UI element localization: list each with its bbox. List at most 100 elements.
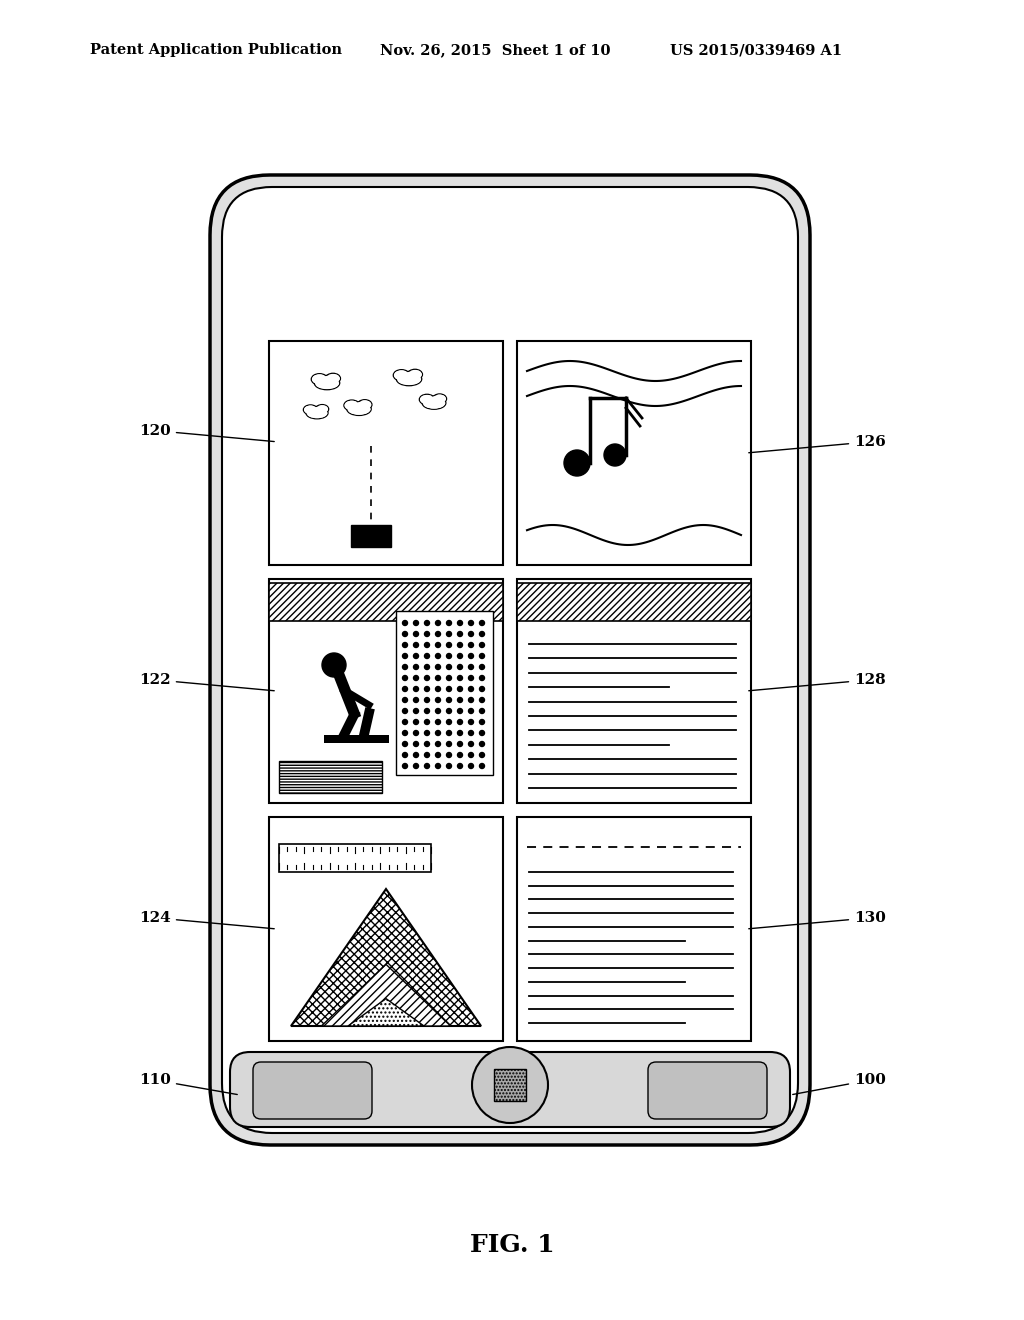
Circle shape: [479, 730, 484, 735]
Circle shape: [414, 709, 419, 714]
Circle shape: [458, 643, 463, 648]
Circle shape: [425, 730, 429, 735]
Circle shape: [402, 631, 408, 636]
Bar: [396, 611, 493, 775]
Text: 128: 128: [749, 673, 886, 690]
Circle shape: [446, 676, 452, 681]
Circle shape: [425, 676, 429, 681]
Circle shape: [414, 719, 419, 725]
Circle shape: [435, 763, 440, 768]
Circle shape: [414, 742, 419, 747]
Circle shape: [414, 697, 419, 702]
Circle shape: [469, 631, 473, 636]
Circle shape: [425, 719, 429, 725]
Ellipse shape: [403, 371, 417, 381]
Ellipse shape: [396, 372, 422, 385]
Circle shape: [435, 664, 440, 669]
Circle shape: [458, 631, 463, 636]
Circle shape: [469, 676, 473, 681]
Circle shape: [414, 653, 419, 659]
Ellipse shape: [304, 405, 317, 414]
Circle shape: [479, 709, 484, 714]
Polygon shape: [291, 888, 481, 1026]
Circle shape: [425, 653, 429, 659]
Bar: [269, 579, 503, 803]
Circle shape: [458, 730, 463, 735]
Text: 110: 110: [139, 1073, 238, 1094]
FancyBboxPatch shape: [210, 176, 810, 1144]
Text: 124: 124: [139, 911, 274, 929]
Circle shape: [402, 676, 408, 681]
Ellipse shape: [347, 403, 372, 416]
Circle shape: [435, 709, 440, 714]
Circle shape: [446, 620, 452, 626]
Circle shape: [469, 653, 473, 659]
Ellipse shape: [397, 374, 421, 385]
Circle shape: [458, 752, 463, 758]
Circle shape: [402, 742, 408, 747]
Circle shape: [479, 719, 484, 725]
Circle shape: [446, 664, 452, 669]
Ellipse shape: [311, 374, 328, 385]
Ellipse shape: [354, 401, 367, 411]
Circle shape: [458, 719, 463, 725]
Circle shape: [425, 631, 429, 636]
Circle shape: [414, 752, 419, 758]
Circle shape: [414, 676, 419, 681]
Circle shape: [446, 709, 452, 714]
Circle shape: [446, 763, 452, 768]
Circle shape: [435, 676, 440, 681]
Circle shape: [414, 664, 419, 669]
Bar: [517, 817, 751, 1041]
Circle shape: [414, 686, 419, 692]
Circle shape: [458, 697, 463, 702]
Ellipse shape: [315, 378, 339, 389]
Ellipse shape: [394, 371, 409, 380]
Circle shape: [469, 752, 473, 758]
Ellipse shape: [393, 370, 410, 381]
FancyBboxPatch shape: [253, 1063, 372, 1119]
Circle shape: [469, 742, 473, 747]
Ellipse shape: [430, 396, 441, 404]
Circle shape: [604, 444, 626, 466]
Ellipse shape: [409, 370, 422, 379]
Polygon shape: [322, 965, 451, 1026]
Circle shape: [479, 752, 484, 758]
Circle shape: [414, 620, 419, 626]
Ellipse shape: [408, 370, 423, 380]
Circle shape: [469, 697, 473, 702]
Circle shape: [425, 620, 429, 626]
Circle shape: [435, 752, 440, 758]
Ellipse shape: [303, 405, 317, 414]
Bar: [269, 583, 503, 620]
Circle shape: [458, 664, 463, 669]
Circle shape: [469, 686, 473, 692]
Circle shape: [402, 763, 408, 768]
Bar: [517, 579, 751, 803]
Bar: [351, 525, 391, 546]
Ellipse shape: [327, 374, 340, 383]
Text: Nov. 26, 2015  Sheet 1 of 10: Nov. 26, 2015 Sheet 1 of 10: [380, 44, 610, 57]
Ellipse shape: [420, 395, 434, 404]
Circle shape: [425, 697, 429, 702]
Text: 100: 100: [793, 1073, 886, 1094]
Circle shape: [402, 719, 408, 725]
Bar: [279, 762, 382, 793]
Ellipse shape: [433, 395, 445, 403]
Circle shape: [479, 676, 484, 681]
Circle shape: [472, 1047, 548, 1123]
Circle shape: [446, 653, 452, 659]
Circle shape: [479, 620, 484, 626]
Circle shape: [425, 686, 429, 692]
Ellipse shape: [419, 395, 435, 405]
Circle shape: [479, 664, 484, 669]
Circle shape: [402, 620, 408, 626]
Circle shape: [446, 631, 452, 636]
Ellipse shape: [358, 400, 372, 409]
Circle shape: [458, 653, 463, 659]
Bar: [324, 735, 389, 743]
Polygon shape: [348, 999, 424, 1026]
Text: 126: 126: [749, 434, 886, 453]
Ellipse shape: [404, 372, 417, 380]
Circle shape: [402, 752, 408, 758]
